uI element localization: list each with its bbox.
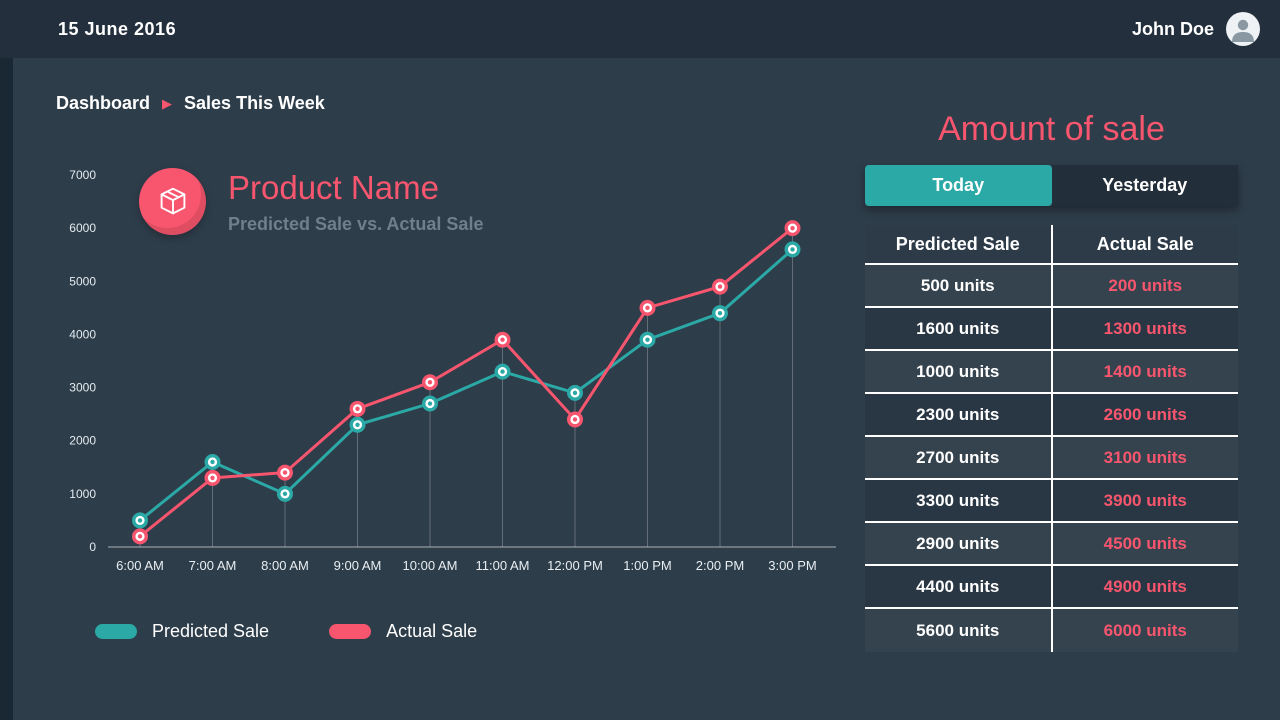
breadcrumb: Dashboard ▶ Sales This Week: [56, 91, 325, 115]
table-row: 1000 units 1400 units: [865, 351, 1238, 394]
svg-text:6000: 6000: [69, 221, 96, 235]
chart-titles: Product Name Predicted Sale vs. Actual S…: [228, 168, 483, 235]
svg-text:0: 0: [89, 540, 96, 554]
table-row: 2900 units 4500 units: [865, 523, 1238, 566]
predicted-legend-swatch: [95, 624, 137, 639]
person-icon: [1232, 19, 1254, 42]
svg-text:9:00 AM: 9:00 AM: [334, 558, 382, 573]
amount-of-sale-table: Predicted Sale Actual Sale 500 units 200 un…: [865, 225, 1238, 652]
user-menu[interactable]: John Doe: [1132, 12, 1260, 46]
table-header-row: Predicted Sale Actual Sale: [865, 225, 1238, 265]
svg-text:4000: 4000: [69, 327, 96, 341]
svg-text:12:00 PM: 12:00 PM: [547, 558, 603, 573]
top-bar: 15 June 2016 John Doe: [0, 0, 1280, 58]
predicted-legend-label: Predicted Sale: [152, 621, 270, 641]
table-row: 3300 units 3900 units: [865, 480, 1238, 523]
chart-header: Product Name Predicted Sale vs. Actual S…: [139, 168, 483, 235]
actual-cell: 200 units: [1108, 275, 1183, 295]
legend-item-actual: Actual Sale: [329, 621, 477, 642]
predicted-cell: 500 units: [865, 265, 1053, 306]
table-row: 500 units 200 units: [865, 265, 1238, 308]
predicted-cell: 1600 units: [865, 308, 1053, 349]
actual-legend-swatch: [329, 624, 372, 639]
actual-cell: 6000 units: [1103, 620, 1187, 640]
chart-title: Product Name: [228, 169, 439, 206]
chart-legend: Predicted Sale Actual Sale: [95, 621, 477, 642]
actual-cell: 1300 units: [1103, 318, 1187, 338]
date-label: 15 June 2016: [58, 18, 177, 39]
table-row: 2700 units 3100 units: [865, 437, 1238, 480]
tab-yesterday[interactable]: Yesterday: [1051, 165, 1238, 206]
actual-legend-label: Actual Sale: [386, 621, 478, 641]
package-cube-icon: [160, 187, 185, 214]
table-header-actual: Actual Sale: [1096, 233, 1194, 254]
predicted-cell: 3300 units: [865, 480, 1053, 521]
breadcrumb-current: Sales This Week: [184, 92, 325, 113]
sales-line-chart: 0 1000 2000 3000 4000 5000 6000 7000 6:00 AM 7:00…: [69, 168, 836, 573]
svg-text:7000: 7000: [69, 168, 96, 182]
actual-cell: 1400 units: [1103, 361, 1187, 381]
svg-text:2:00 PM: 2:00 PM: [696, 558, 744, 573]
svg-text:5000: 5000: [69, 274, 96, 288]
svg-text:7:00 AM: 7:00 AM: [189, 558, 237, 573]
user-avatar[interactable]: [1226, 12, 1260, 46]
predicted-cell: 2900 units: [865, 523, 1053, 564]
breadcrumb-arrow-icon: ▶: [162, 95, 173, 111]
svg-text:8:00 AM: 8:00 AM: [261, 558, 309, 573]
svg-text:3:00 PM: 3:00 PM: [768, 558, 816, 573]
svg-text:6:00 AM: 6:00 AM: [116, 558, 164, 573]
table-row: 4400 units 4900 units: [865, 566, 1238, 609]
legend-item-predicted: Predicted Sale: [95, 621, 269, 642]
actual-cell: 3100 units: [1103, 447, 1187, 467]
actual-cell: 4500 units: [1103, 533, 1187, 553]
panel-title: Amount of sale: [938, 110, 1165, 148]
table-row: 5600 units 6000 units: [865, 609, 1238, 652]
predicted-cell: 2700 units: [865, 437, 1053, 478]
user-name: John Doe: [1131, 18, 1214, 39]
predicted-cell: 4400 units: [865, 566, 1053, 607]
actual-cell: 2600 units: [1103, 404, 1187, 424]
table-header-predicted: Predicted Sale: [865, 225, 1053, 263]
actual-cell: 4900 units: [1103, 576, 1187, 596]
predicted-cell: 5600 units: [865, 609, 1053, 652]
tab-today[interactable]: Today: [865, 165, 1052, 206]
svg-text:1:00 PM: 1:00 PM: [623, 558, 671, 573]
chart-subtitle: Predicted Sale vs. Actual Sale: [228, 214, 484, 235]
left-edge-strip: [0, 0, 13, 720]
predicted-cell: 1000 units: [865, 351, 1053, 392]
panel-tabs: Today Yesterday: [865, 165, 1238, 206]
svg-text:1000: 1000: [69, 487, 96, 501]
svg-text:3000: 3000: [69, 381, 96, 395]
svg-text:2000: 2000: [69, 434, 96, 448]
breadcrumb-dashboard[interactable]: Dashboard: [56, 92, 151, 113]
svg-text:11:00 AM: 11:00 AM: [476, 558, 530, 573]
product-box-icon: [139, 168, 206, 235]
table-row: 2300 units 2600 units: [865, 394, 1238, 437]
svg-text:10:00 AM: 10:00 AM: [403, 558, 458, 573]
actual-cell: 3900 units: [1103, 490, 1187, 510]
table-row: 1600 units 1300 units: [865, 308, 1238, 351]
predicted-cell: 2300 units: [865, 394, 1053, 435]
